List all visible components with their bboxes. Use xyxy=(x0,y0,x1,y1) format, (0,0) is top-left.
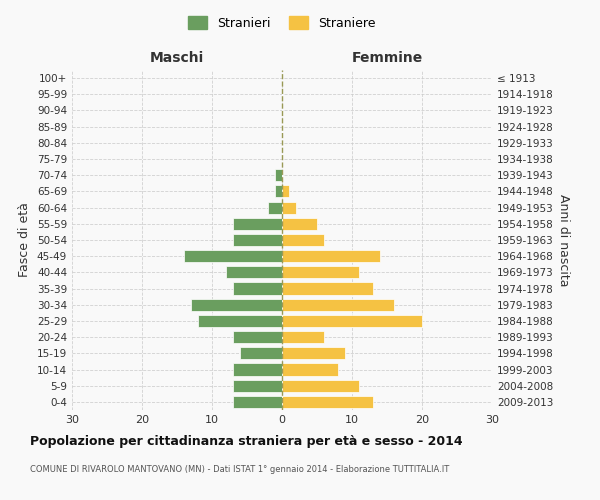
Legend: Stranieri, Straniere: Stranieri, Straniere xyxy=(184,11,380,35)
Bar xyxy=(282,348,345,360)
Bar xyxy=(275,169,282,181)
Bar xyxy=(282,186,289,198)
Bar xyxy=(282,250,380,262)
Bar xyxy=(198,315,282,327)
Bar xyxy=(282,282,373,294)
Bar xyxy=(282,364,338,376)
Bar xyxy=(184,250,282,262)
Bar xyxy=(268,202,282,213)
Bar xyxy=(233,380,282,392)
Bar xyxy=(282,380,359,392)
Bar xyxy=(233,282,282,294)
Text: Femmine: Femmine xyxy=(352,51,422,65)
Bar xyxy=(233,234,282,246)
Y-axis label: Fasce di età: Fasce di età xyxy=(19,202,31,278)
Bar xyxy=(233,218,282,230)
Y-axis label: Anni di nascita: Anni di nascita xyxy=(557,194,570,286)
Text: Popolazione per cittadinanza straniera per età e sesso - 2014: Popolazione per cittadinanza straniera p… xyxy=(30,435,463,448)
Bar xyxy=(282,331,324,343)
Bar xyxy=(240,348,282,360)
Bar xyxy=(282,234,324,246)
Bar xyxy=(282,202,296,213)
Bar xyxy=(233,331,282,343)
Bar xyxy=(233,364,282,376)
Bar xyxy=(275,186,282,198)
Bar xyxy=(226,266,282,278)
Bar xyxy=(282,218,317,230)
Text: COMUNE DI RIVAROLO MANTOVANO (MN) - Dati ISTAT 1° gennaio 2014 - Elaborazione TU: COMUNE DI RIVAROLO MANTOVANO (MN) - Dati… xyxy=(30,465,449,474)
Bar xyxy=(282,315,422,327)
Bar xyxy=(191,298,282,311)
Bar xyxy=(233,396,282,408)
Bar xyxy=(282,396,373,408)
Text: Maschi: Maschi xyxy=(150,51,204,65)
Bar xyxy=(282,266,359,278)
Bar xyxy=(282,298,394,311)
